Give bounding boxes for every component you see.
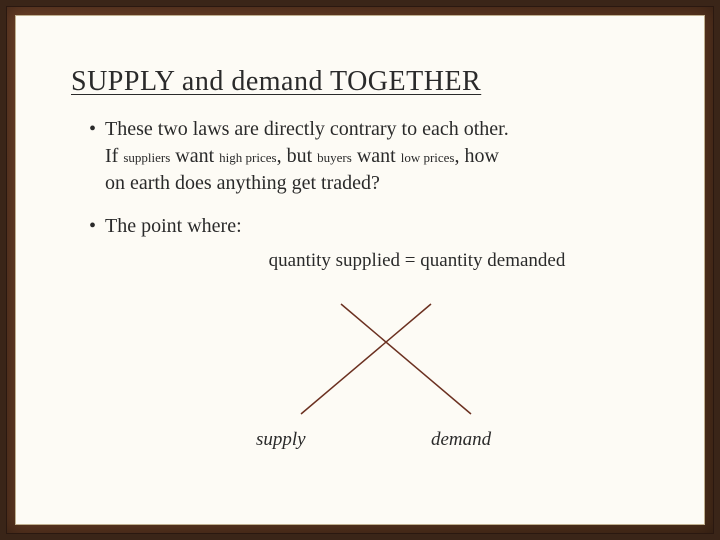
bullet1-p2: want <box>170 145 219 167</box>
bullet1-highprices: high prices <box>219 150 276 165</box>
wood-frame: SUPPLY and demand TOGETHER These two law… <box>6 6 714 534</box>
bullet1-p3: , but <box>277 145 318 167</box>
slide-title: SUPPLY and demand TOGETHER <box>71 66 649 98</box>
bullet2-text: The point where: <box>105 215 242 237</box>
bullet1-p1: If <box>105 145 123 167</box>
bullet1-buyers: buyers <box>317 150 352 165</box>
bullet1-p4: want <box>352 145 401 167</box>
slide-page: SUPPLY and demand TOGETHER These two law… <box>15 15 705 525</box>
bullet-item-2: The point where: quantity supplied = qua… <box>89 213 649 274</box>
supply-line <box>301 304 431 414</box>
supply-label: supply <box>256 429 306 451</box>
bullet-item-1: These two laws are directly contrary to … <box>89 116 649 197</box>
diagram-svg <box>281 294 481 424</box>
bullet1-line3: on earth does anything get traded? <box>105 172 380 194</box>
demand-label: demand <box>431 429 491 451</box>
demand-line <box>341 304 471 414</box>
bullet-list: These two laws are directly contrary to … <box>71 116 649 274</box>
bullet1-line1: These two laws are directly contrary to … <box>105 118 509 140</box>
bullet1-p5: , how <box>455 145 499 167</box>
equation-text: quantity supplied = quantity demanded <box>185 248 649 274</box>
supply-demand-diagram: supply demand <box>71 294 649 474</box>
bullet1-lowprices: low prices <box>401 150 455 165</box>
bullet1-suppliers: suppliers <box>123 150 170 165</box>
